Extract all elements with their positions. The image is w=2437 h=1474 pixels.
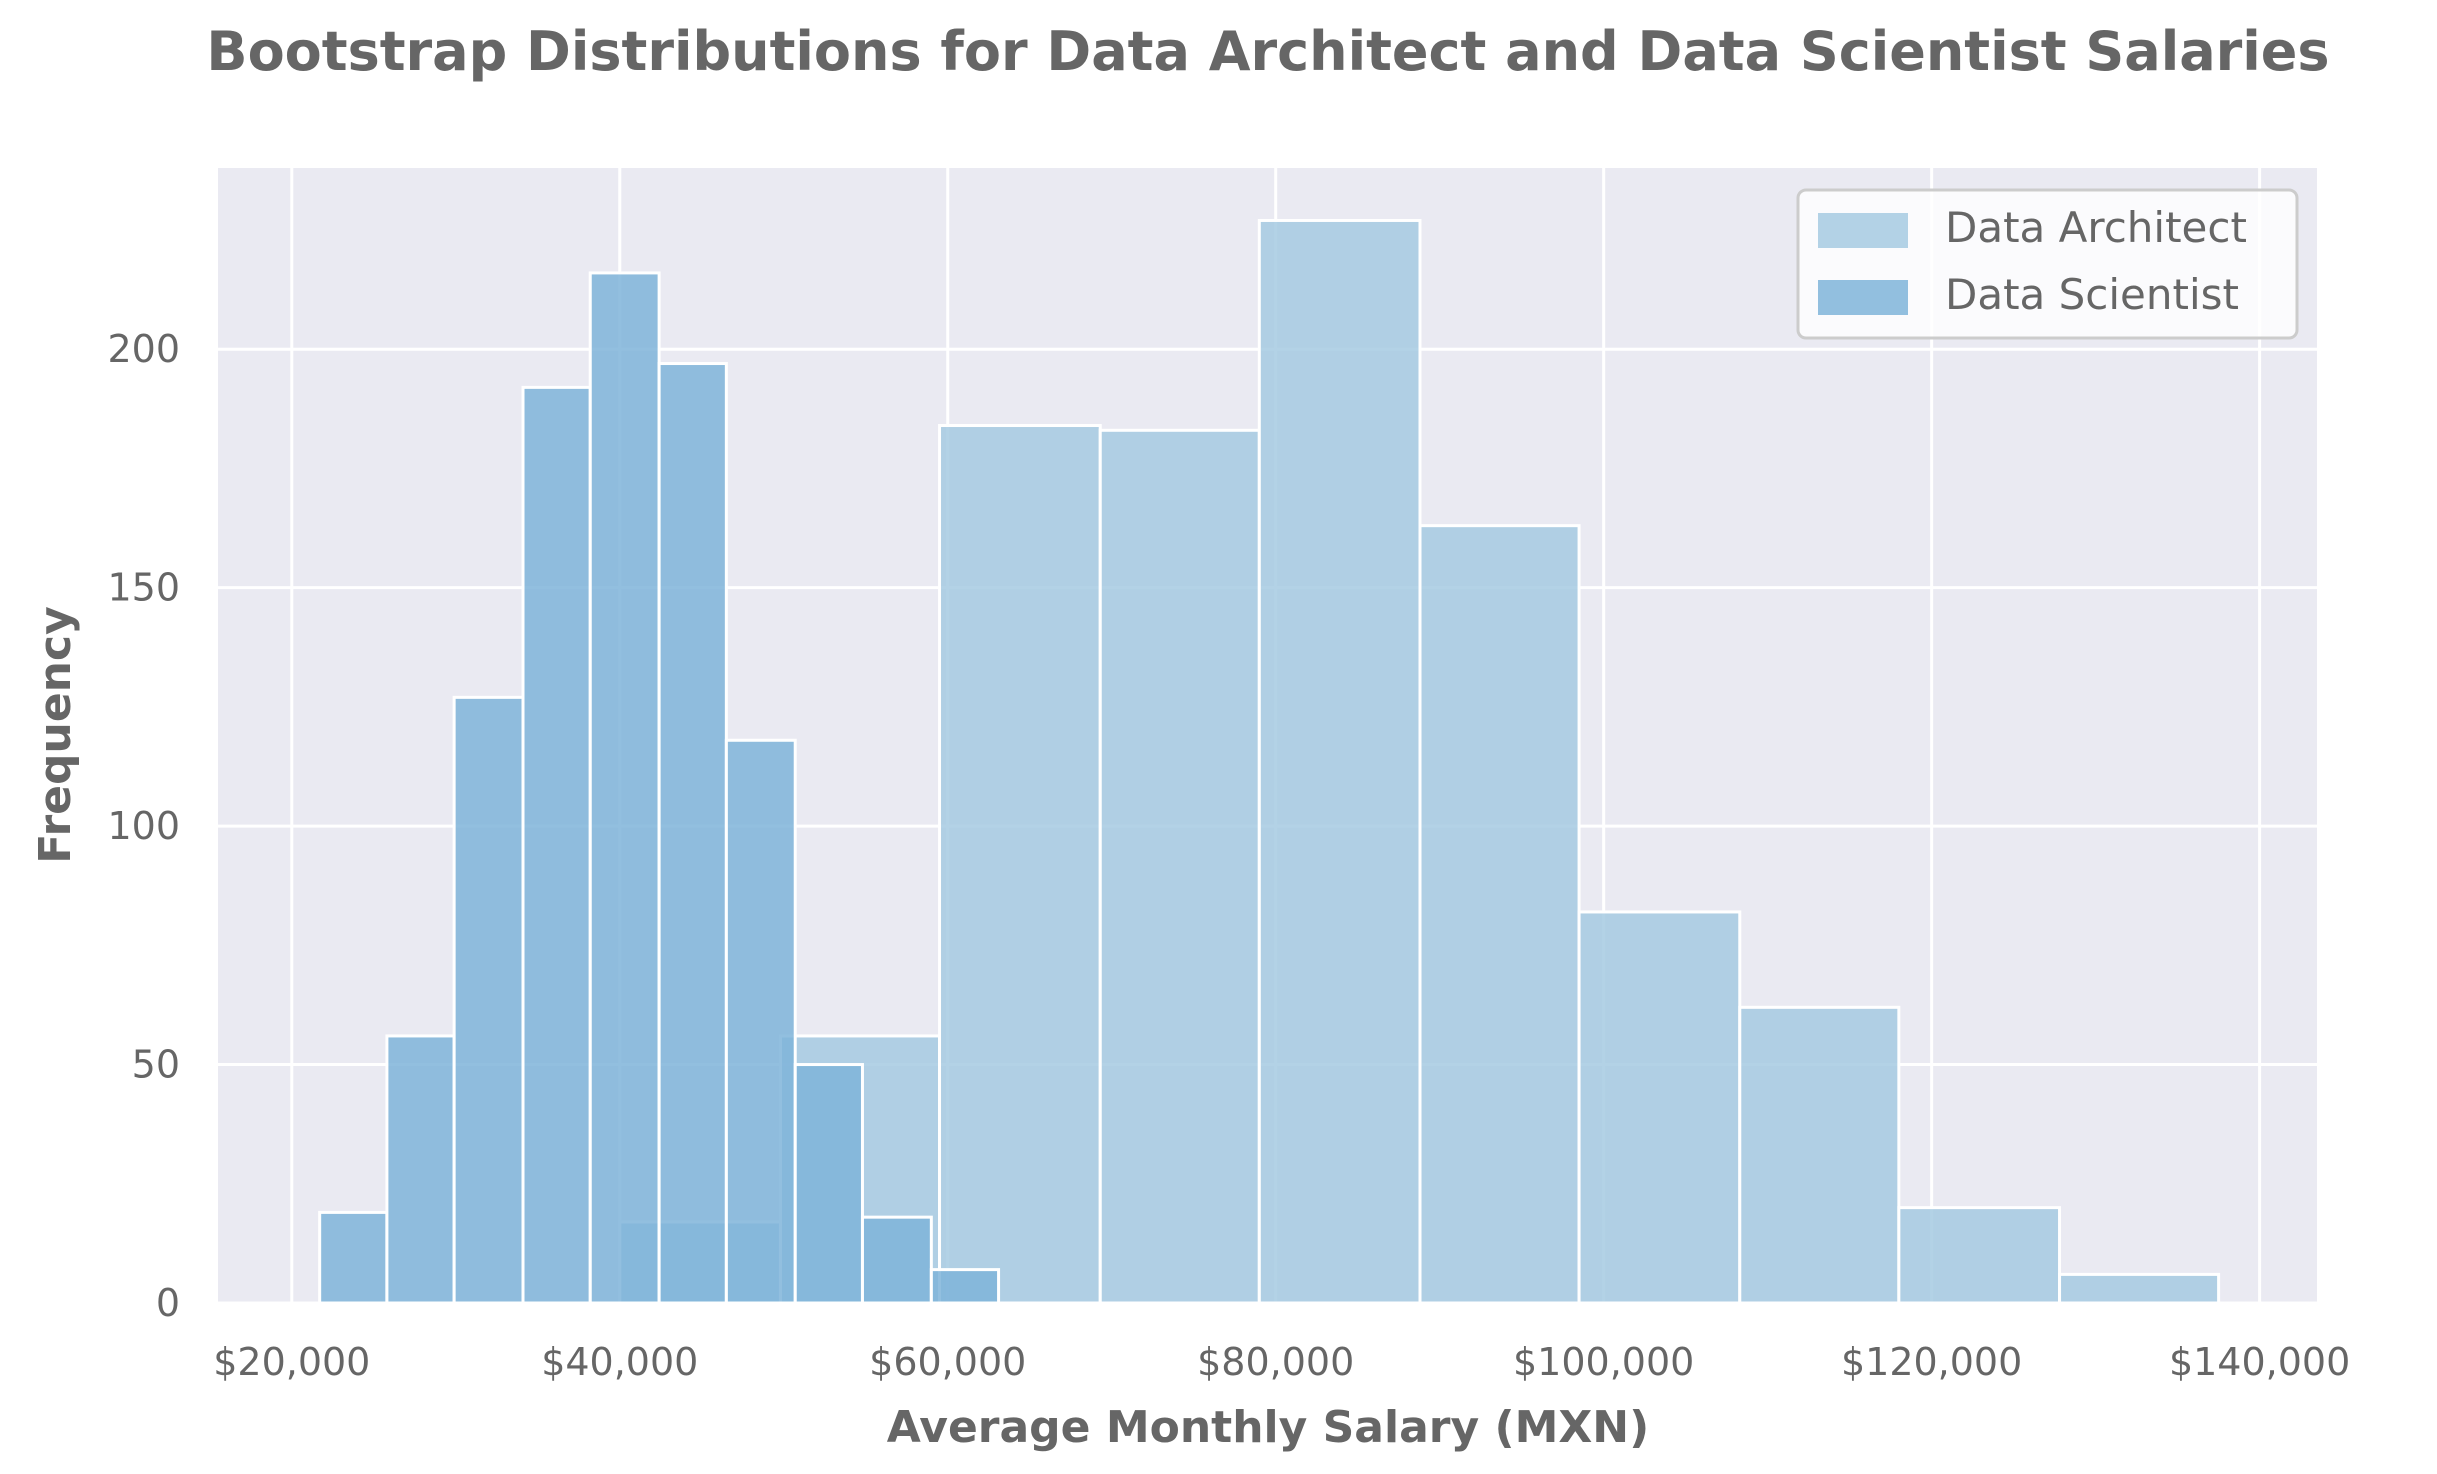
x-tick-label: $140,000 (2169, 1340, 2350, 1384)
data-scientist-bar (588, 271, 661, 1305)
y-tick-label: 200 (107, 327, 180, 371)
data-architect-bar (1098, 428, 1261, 1305)
legend-label-data-scientist: Data Scientist (1945, 270, 2239, 319)
x-tick-label: $40,000 (541, 1340, 698, 1384)
data-architect-bar (2058, 1272, 2221, 1305)
x-tick-label: $20,000 (213, 1340, 370, 1384)
y-tick-label: 0 (156, 1281, 180, 1325)
data-architect-bar (1418, 524, 1581, 1305)
chart-title: Bootstrap Distributions for Data Archite… (206, 20, 2329, 83)
data-scientist-bar (929, 1268, 1001, 1305)
x-tick-label: $80,000 (1197, 1340, 1354, 1384)
data-scientist-bar (452, 695, 525, 1305)
x-tick-label: $60,000 (869, 1340, 1026, 1384)
data-architect-bar (938, 424, 1102, 1305)
legend-swatch-data-architect (1818, 213, 1908, 248)
data-architect-bar (1738, 1005, 1901, 1305)
x-tick-label: $100,000 (1513, 1340, 1694, 1384)
legend-box (1796, 188, 2299, 340)
data-scientist-bar (724, 738, 797, 1305)
y-tick-label: 50 (132, 1043, 180, 1087)
x-axis-ticks: $20,000 $40,000 $60,000 $80,000 $100,000 $120… (213, 1340, 2350, 1384)
legend-swatch-data-scientist (1818, 280, 1908, 315)
data-architect-bars (618, 218, 2221, 1305)
y-tick-label: 150 (107, 566, 180, 610)
data-scientist-bar (521, 385, 592, 1305)
data-scientist-bar (860, 1215, 933, 1305)
data-architect-bar (1257, 218, 1422, 1305)
x-axis-label: Average Monthly Salary (MXN) (887, 1402, 1649, 1453)
legend-label-data-architect: Data Architect (1945, 203, 2247, 252)
y-tick-label: 100 (107, 804, 180, 848)
data-scientist-bar (318, 1210, 389, 1305)
data-scientist-bar (657, 362, 728, 1305)
data-scientist-bars (318, 271, 1001, 1305)
x-tick-label: $120,000 (1841, 1340, 2022, 1384)
data-architect-bar (1897, 1206, 2062, 1305)
data-scientist-bar (793, 1063, 864, 1305)
legend: Data Architect Data Scientist (1796, 188, 2299, 340)
data-architect-bar (1577, 910, 1742, 1305)
y-axis-ticks: 0 50 100 150 200 (107, 327, 180, 1325)
data-scientist-bar (385, 1034, 456, 1305)
y-axis-label: Frequency (30, 606, 81, 864)
